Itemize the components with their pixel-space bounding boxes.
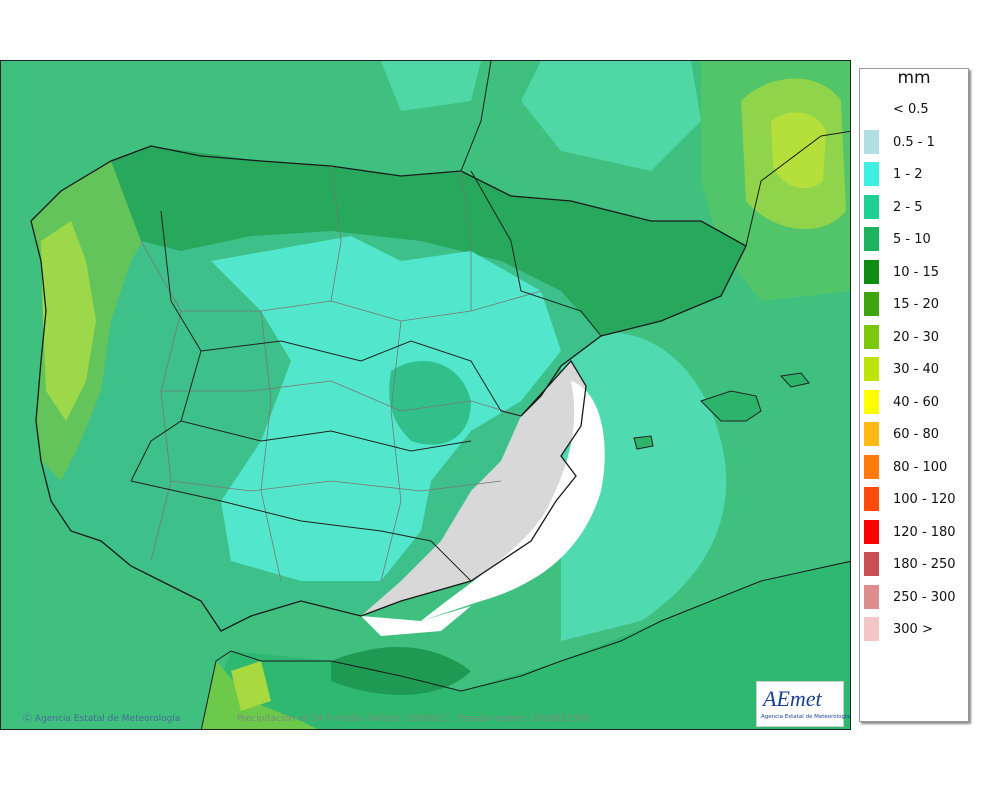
copyright-icon: Ⓒ <box>23 714 33 724</box>
legend-label: 180 - 250 <box>893 557 956 572</box>
legend-item: 5 - 10 <box>864 224 964 254</box>
murcia-coast-dry <box>361 606 471 636</box>
legend-swatch <box>864 129 879 154</box>
gulf-lion-peak <box>771 112 826 189</box>
legend-swatch <box>864 519 879 544</box>
legend-item: < 0.5 <box>864 94 964 124</box>
legend-item: 15 - 20 <box>864 289 964 319</box>
legend-item: 0.5 - 1 <box>864 127 964 157</box>
legend-label: 15 - 20 <box>893 297 940 312</box>
legend-swatch <box>864 227 879 251</box>
map-canvas <box>1 61 850 729</box>
legend-label: 1 - 2 <box>893 167 923 182</box>
legend-swatch <box>864 454 879 479</box>
logo-wordmark: AEmet <box>763 686 822 711</box>
agency-credit: Ⓒ Agencia Estatal de Meteorología <box>23 711 180 724</box>
legend-label: 300 > <box>893 622 933 637</box>
map-caption: Precipitación en 24 h media. Validez: 20… <box>237 714 590 724</box>
legend-label: 80 - 100 <box>893 459 948 475</box>
mallorca <box>700 390 762 422</box>
legend-label: < 0.5 <box>893 102 929 117</box>
ibiza <box>633 435 654 450</box>
legend-swatch <box>864 194 879 219</box>
legend-label: 5 - 10 <box>893 232 931 247</box>
france-coast <box>745 130 850 247</box>
legend-label: 100 - 120 <box>893 492 956 507</box>
region-borders <box>130 170 602 582</box>
legend-label: 0.5 - 1 <box>893 134 935 150</box>
coastline <box>30 145 747 632</box>
legend-label: 60 - 80 <box>893 427 940 442</box>
menorca <box>780 372 810 388</box>
legend-item: 40 - 60 <box>864 387 964 417</box>
galicia-portugal-peak <box>41 221 96 421</box>
valencia-dry-zone <box>421 381 605 621</box>
legend-swatch <box>864 422 879 446</box>
legend-item: 180 - 250 <box>864 549 964 579</box>
legend-item: 2 - 5 <box>864 192 964 222</box>
legend-swatch <box>864 389 879 414</box>
cantabrian-pyrenees <box>111 146 746 336</box>
rif-zone <box>331 647 471 695</box>
legend-label: 2 - 5 <box>893 199 923 215</box>
legend-swatch <box>864 292 879 316</box>
province-borders <box>140 165 542 582</box>
africa-coast <box>200 560 850 729</box>
sea-light-zone-2 <box>381 61 481 111</box>
legend-item: 80 - 100 <box>864 452 964 482</box>
legend-item: 20 - 30 <box>864 322 964 352</box>
biscay-coast <box>460 61 492 172</box>
credit-text: Agencia Estatal de Meteorología <box>34 714 181 724</box>
legend-item: 250 - 300 <box>864 582 964 612</box>
morocco-peak <box>231 661 271 711</box>
legend-swatch <box>864 97 879 121</box>
aemet-logo: AEmet Agencia Estatal de Meteorología <box>756 681 850 727</box>
interior-plateau <box>211 236 561 581</box>
legend-swatch <box>864 584 879 609</box>
legend-item: 30 - 40 <box>864 354 964 384</box>
legend-label: 40 - 60 <box>893 394 940 410</box>
legend-label: 120 - 180 <box>893 524 956 540</box>
legend-swatch <box>864 357 879 381</box>
legend-swatch <box>864 617 879 641</box>
central-green-patch <box>389 361 471 445</box>
legend-item: 120 - 180 <box>864 517 964 547</box>
morocco-band <box>201 661 317 729</box>
legend-swatch <box>864 324 879 349</box>
legend-item: 300 > <box>864 614 964 644</box>
legend-item: 1 - 2 <box>864 159 964 189</box>
logo-subtitle: Agencia Estatal de Meteorología <box>761 714 850 720</box>
legend-item: 60 - 80 <box>864 419 964 449</box>
legend-swatch <box>864 162 879 186</box>
legend-swatch <box>864 259 879 284</box>
legend-label: 30 - 40 <box>893 362 940 377</box>
legend-label: 20 - 30 <box>893 329 940 345</box>
legend-item: 100 - 120 <box>864 484 964 514</box>
legend-swatch <box>864 552 879 576</box>
legend-item: 10 - 15 <box>864 257 964 287</box>
legend-label: 10 - 15 <box>893 264 940 280</box>
sea-light-zone <box>521 61 701 171</box>
legend-title: mm <box>897 68 931 88</box>
legend-label: 250 - 300 <box>893 589 956 605</box>
med-light-zone <box>561 332 727 641</box>
precipitation-legend: mm < 0.5 0.5 - 1 1 - 2 2 - 5 5 - 10 10 - 15 15… <box>859 68 969 722</box>
southeast-relief <box>361 361 586 616</box>
legend-swatch <box>864 487 879 511</box>
precipitation-map: Ⓒ Agencia Estatal de Meteorología Precip… <box>0 60 851 730</box>
